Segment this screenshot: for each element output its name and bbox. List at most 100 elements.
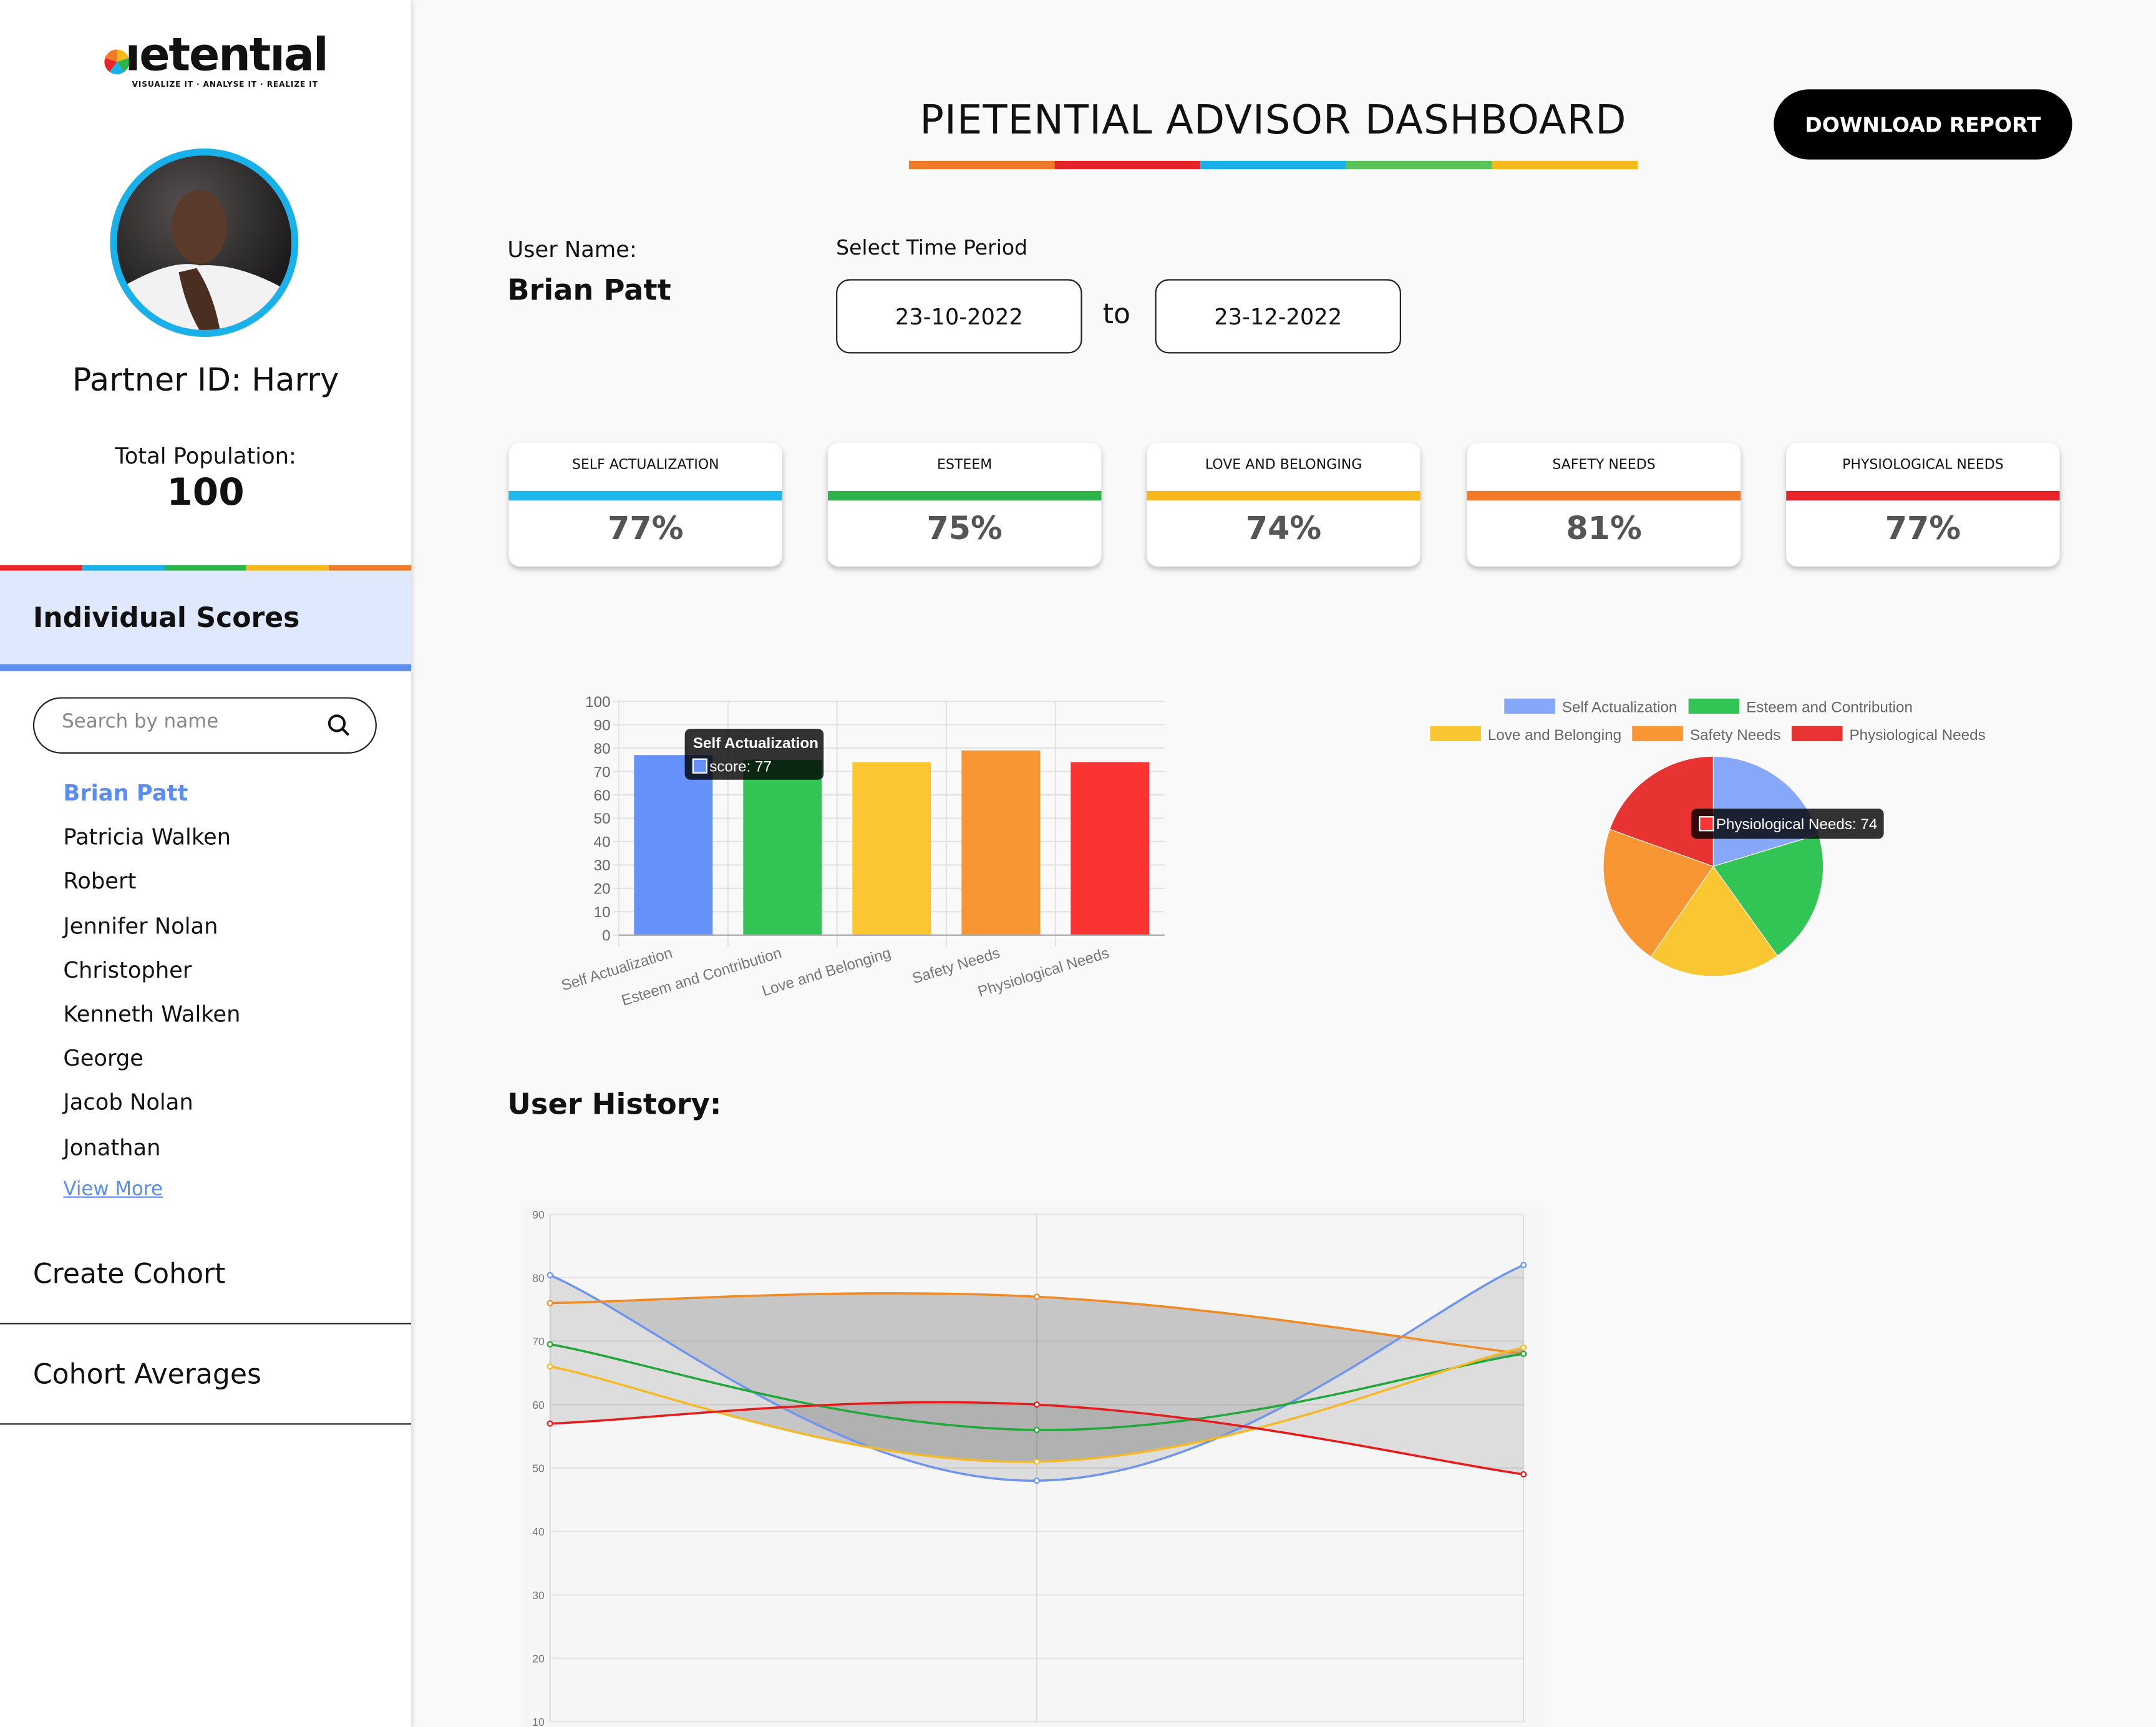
user-list-item[interactable]: Jennifer Nolan [63,912,218,939]
user-list-item[interactable]: Christopher [63,956,192,983]
y-tick-label: 60 [594,787,611,804]
pie-slice[interactable] [1712,834,1824,956]
pie-slice[interactable] [1603,829,1714,958]
data-point[interactable] [546,1341,553,1348]
stripe-segment [1054,160,1201,170]
score-card-value: 77% [608,511,684,548]
data-point[interactable] [546,1420,553,1427]
stripe-segment [164,565,247,571]
user-list-item[interactable]: Patricia Walken [63,824,231,850]
data-point[interactable] [546,1272,553,1278]
search-icon[interactable] [328,714,351,737]
bar[interactable] [852,762,931,935]
stripe-segment [908,160,1055,170]
data-point[interactable] [1033,1458,1040,1465]
end-date-field[interactable]: 23-12-2022 [1155,279,1401,354]
y-tick-label: 80 [594,741,611,757]
user-list-item[interactable]: Robert [63,868,137,895]
y-tick-label: 10 [594,904,611,921]
score-card: ESTEEM 75% [827,442,1102,567]
score-card-value: 81% [1566,511,1642,548]
legend-swatch[interactable] [1504,698,1555,714]
stripe-segment [1492,160,1638,170]
y-tick-label: 40 [532,1525,545,1538]
to-label: to [1102,297,1130,330]
bar[interactable] [1071,762,1150,935]
search-box[interactable] [32,697,377,754]
logo-wordmark: ıetentıal [96,27,329,82]
bar[interactable] [961,750,1041,935]
y-tick-label: 50 [532,1462,545,1474]
score-card: SELF ACTUALIZATION 77% [508,442,783,567]
logo-pie-icon [104,49,130,75]
score-card: PHYSIOLOGICAL NEEDS 77% [1786,442,2060,567]
data-point[interactable] [546,1300,553,1306]
data-point[interactable] [1520,1471,1527,1478]
data-point[interactable] [1520,1350,1527,1357]
y-tick-label: 10 [532,1716,545,1727]
view-more-link[interactable]: View More [63,1178,163,1201]
user-list-item[interactable]: Jonathan [63,1134,161,1160]
logo-tagline: VISUALIZE IT · ANALYSE IT · REALIZE IT [132,81,318,90]
data-point[interactable] [1520,1344,1527,1351]
legend-swatch[interactable] [1632,726,1683,742]
divider [0,1323,412,1325]
user-list-item[interactable]: Jacob Nolan [63,1089,193,1116]
color-stripe [0,565,411,571]
y-tick-label: 80 [532,1272,545,1284]
data-point[interactable] [546,1363,553,1370]
score-card-title: PHYSIOLOGICAL NEEDS [1842,457,2004,474]
area-fill [550,1265,1524,1481]
legend-label[interactable]: Physiological Needs [1850,727,1986,744]
y-tick-label: 20 [532,1652,545,1665]
tooltip-title: Self Actualization [693,735,818,752]
user-list: Brian Patt Patricia Walken Robert Jennifer … [63,779,240,1177]
legend-swatch[interactable] [1791,726,1843,742]
pie-chart: Self Actualization Esteem and Contributio… [1430,698,1986,977]
area-fill [550,1347,1524,1475]
y-tick-label: 100 [585,694,610,711]
legend-label[interactable]: Self Actualization [1562,699,1678,716]
user-name-label: User Name: [507,236,637,263]
legend-swatch[interactable] [1688,698,1740,714]
data-point[interactable] [1033,1401,1040,1408]
logo: ıetentıal VISUALIZE IT · ANALYSE IT · RE… [96,27,329,96]
tooltip-text: score: 77 [709,759,772,776]
tooltip-text: Physiological Needs: 74 [1716,816,1878,833]
download-report-button[interactable]: DOWNLOAD REPORT [1774,89,2072,160]
pie-slice[interactable] [1650,865,1778,977]
legend-label[interactable]: Love and Belonging [1488,727,1621,744]
data-point[interactable] [1033,1477,1040,1484]
data-point[interactable] [1033,1426,1040,1433]
area-fill [550,1293,1524,1430]
bar[interactable] [743,759,822,935]
bar-chart: 0 10 20 30 40 50 60 70 80 90 100 Self Actualization… [560,694,1165,1009]
y-tick-label: 90 [532,1209,545,1221]
create-cohort-link[interactable]: Create Cohort [32,1257,226,1290]
pie-slice[interactable] [1609,756,1714,867]
divider [0,1423,412,1425]
y-tick-label: 70 [594,764,611,781]
avatar [110,148,299,338]
area-fill [550,1344,1524,1462]
score-card: SAFETY NEEDS 81% [1467,442,1741,567]
score-card-stripe [827,490,1102,501]
chart-background [522,1207,1545,1727]
legend-swatch[interactable] [1430,726,1481,742]
user-list-item[interactable]: George [63,1045,143,1072]
data-point[interactable] [1520,1262,1527,1268]
search-input[interactable] [62,711,323,733]
sidebar: ıetentıal VISUALIZE IT · ANALYSE IT · RE… [0,0,412,1727]
y-tick-label: 30 [594,857,611,874]
y-tick-label: 50 [594,810,611,827]
legend-label[interactable]: Safety Needs [1690,727,1780,744]
user-list-item[interactable]: Brian Patt [63,779,188,806]
start-date-field[interactable]: 23-10-2022 [836,279,1082,354]
data-point[interactable] [1033,1293,1040,1300]
bar[interactable] [634,755,713,935]
y-tick-label: 40 [594,834,611,851]
cohort-averages-link[interactable]: Cohort Averages [32,1357,261,1391]
legend-label[interactable]: Esteem and Contribution [1746,699,1913,716]
title-stripe [908,160,1638,170]
user-list-item[interactable]: Kenneth Walken [63,1001,241,1028]
